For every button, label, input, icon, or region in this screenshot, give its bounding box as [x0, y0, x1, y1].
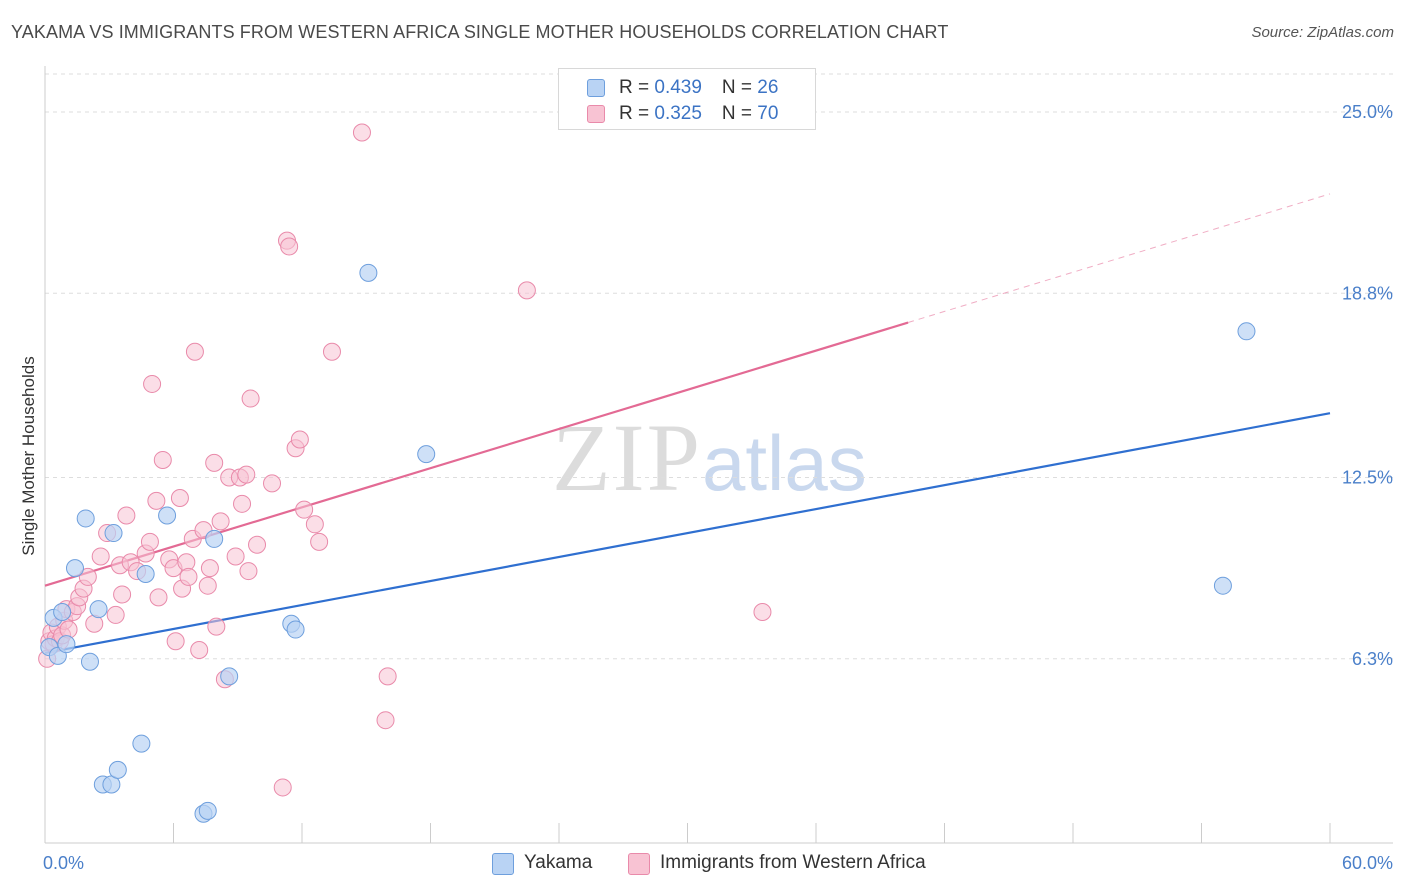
yakama-point [136, 564, 155, 583]
waf-point [211, 512, 230, 531]
yakama-point [198, 801, 217, 820]
waf-point [310, 532, 329, 551]
waf-point [233, 494, 252, 513]
waf-point [322, 342, 341, 361]
waf-point [198, 576, 217, 595]
legend-r-label: R = [619, 77, 655, 98]
legend-r-value-yakama: 0.439 [654, 77, 702, 98]
stats-legend: R = 0.439 N = 26 R = 0.325 N = 70 [558, 68, 816, 130]
waf-point [248, 535, 267, 554]
waf-point [205, 453, 224, 472]
waf-point [91, 547, 110, 566]
waf-point [143, 374, 162, 393]
x-tick-label-max: 60.0% [1342, 853, 1393, 873]
chart-title: YAKAMA VS IMMIGRANTS FROM WESTERN AFRICA… [11, 22, 949, 42]
y-tick-label: 6.3% [1352, 649, 1393, 669]
waf-point [78, 567, 97, 586]
waf-trendline-extension [907, 193, 1331, 324]
y-tick-label: 25.0% [1342, 102, 1393, 122]
yakama-point [89, 600, 108, 619]
axis-labels: Single Mother Households 0.0% 60.0% 6.3%… [19, 102, 1393, 873]
waf-point [517, 281, 536, 300]
waf-point [207, 617, 226, 636]
legend-r-label: R = [619, 103, 655, 124]
legend-n-label: N = [721, 77, 758, 98]
waf-trendline [44, 321, 909, 587]
waf-point [200, 559, 219, 578]
waf-point [352, 123, 371, 142]
y-tick-label: 18.8% [1342, 283, 1393, 303]
waf-point [237, 465, 256, 484]
chart-source: Source: ZipAtlas.com [1251, 24, 1394, 41]
yakama-point [1237, 322, 1256, 341]
series-legend: Yakama Immigrants from Western Africa [0, 852, 1406, 878]
waf-point [153, 450, 172, 469]
waf-point [378, 667, 397, 686]
waf-point [185, 342, 204, 361]
waf-points [38, 123, 772, 797]
series-legend-label-yakama: Yakama [524, 852, 593, 873]
yakama-point [220, 667, 239, 686]
waf-point [290, 430, 309, 449]
waf-point [190, 641, 209, 660]
yakama-point [417, 445, 436, 464]
legend-swatch-yakama [587, 79, 605, 97]
waf-point [147, 491, 166, 510]
waf-point [106, 605, 125, 624]
waf-point [376, 711, 395, 730]
y-axis-label: Single Mother Households [19, 356, 38, 555]
waf-point [226, 547, 245, 566]
waf-point [140, 532, 159, 551]
yakama-point [108, 760, 127, 779]
waf-point [241, 389, 260, 408]
yakama-point [205, 529, 224, 548]
yakama-point [132, 734, 151, 753]
waf-point [239, 562, 258, 581]
yakama-point [1213, 576, 1232, 595]
yakama-trendline [44, 412, 1331, 655]
waf-trendline-group [44, 193, 1331, 587]
yakama-points [40, 263, 1256, 823]
y-tick-label: 12.5% [1342, 468, 1393, 488]
series-legend-label-waf: Immigrants from Western Africa [660, 852, 926, 873]
legend-r-value-waf: 0.325 [654, 103, 702, 124]
yakama-point [53, 603, 72, 622]
x-tick-label-min: 0.0% [43, 853, 84, 873]
waf-point [117, 506, 136, 525]
legend-n-value-waf: 70 [757, 103, 779, 124]
yakama-point [57, 635, 76, 654]
yakama-point [158, 506, 177, 525]
waf-point [170, 488, 189, 507]
yakama-point [104, 524, 123, 543]
legend-n-label: N = [721, 103, 758, 124]
waf-point [305, 515, 324, 534]
yakama-point [359, 263, 378, 282]
waf-point [166, 632, 185, 651]
yakama-point [76, 509, 95, 528]
axes [44, 66, 1393, 844]
waf-point [280, 237, 299, 256]
series-swatch-yakama [492, 853, 514, 875]
legend-n-value-yakama: 26 [757, 77, 779, 98]
waf-point [263, 474, 282, 493]
waf-point [753, 603, 772, 622]
waf-point [149, 588, 168, 607]
waf-point [113, 585, 132, 604]
yakama-point [80, 652, 99, 671]
series-swatch-waf [628, 853, 650, 875]
legend-swatch-waf [587, 105, 605, 123]
waf-point [273, 778, 292, 797]
yakama-trendline-group [44, 412, 1331, 655]
yakama-point [65, 559, 84, 578]
waf-point [295, 500, 314, 519]
yakama-point [286, 620, 305, 639]
waf-point [179, 567, 198, 586]
